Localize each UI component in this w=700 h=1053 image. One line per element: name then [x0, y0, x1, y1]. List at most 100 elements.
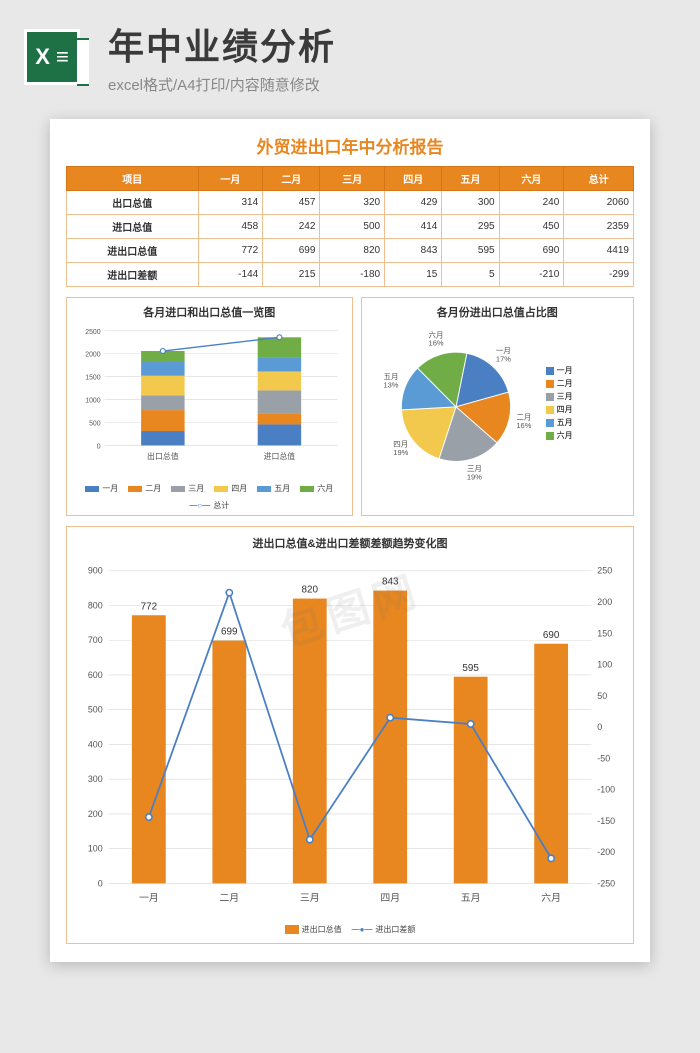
table-row: 进出口差额-144215-180155-210-299	[67, 263, 634, 287]
svg-text:200: 200	[597, 597, 612, 607]
combo-legend: 进出口总值—●— 进出口差额	[73, 924, 627, 935]
svg-text:595: 595	[462, 663, 479, 674]
svg-text:1000: 1000	[85, 398, 101, 405]
legend-item: 六月	[300, 483, 333, 494]
cell: 295	[442, 215, 499, 239]
svg-text:150: 150	[597, 628, 612, 638]
pie-chart: 各月份进出口总值占比图 一月17%二月16%三月19%四月19%五月13%六月1…	[361, 297, 634, 516]
legend-item: 四月	[546, 404, 573, 415]
stacked-chart-svg: 05001000150020002500出口总值进口总值	[71, 324, 348, 474]
cell: 414	[385, 215, 442, 239]
svg-text:843: 843	[382, 577, 399, 588]
report-title: 外贸进出口年中分析报告	[66, 133, 634, 158]
table-header: 项目	[67, 167, 199, 191]
header-bar: X ≡ 年中业绩分析 excel格式/A4打印/内容随意修改	[0, 0, 700, 107]
cell: -180	[320, 263, 385, 287]
cell: 820	[320, 239, 385, 263]
legend-item: 进出口总值	[285, 924, 342, 935]
legend-item: 三月	[171, 483, 204, 494]
svg-text:500: 500	[89, 420, 101, 427]
svg-text:772: 772	[141, 601, 157, 612]
table-row: 进口总值4582425004142954502359	[67, 215, 634, 239]
stacked-chart-title: 各月进口和出口总值一览图	[71, 304, 348, 320]
table-header: 总计	[564, 167, 634, 191]
legend-item: 六月	[546, 430, 573, 441]
svg-text:四月: 四月	[380, 892, 400, 904]
svg-text:100: 100	[597, 660, 612, 670]
legend-item: —○— 总计	[189, 500, 229, 511]
svg-text:-200: -200	[597, 847, 615, 857]
combo-chart: 进出口总值&进出口差额差额趋势变化图 0 100 200 300 400 500 600 70…	[66, 526, 634, 944]
excel-icon: X ≡	[24, 29, 80, 85]
legend-item: 一月	[546, 365, 573, 376]
cell: 240	[499, 191, 564, 215]
cell: 458	[198, 215, 263, 239]
cell: 242	[263, 215, 320, 239]
legend-item: 二月	[128, 483, 161, 494]
cell: 457	[263, 191, 320, 215]
combo-chart-title: 进出口总值&进出口差额差额趋势变化图	[73, 535, 627, 551]
svg-text:一月: 一月	[139, 892, 159, 904]
svg-text:19%: 19%	[466, 473, 481, 482]
cell: 2060	[564, 191, 634, 215]
svg-text:-250: -250	[597, 878, 615, 888]
combo-chart-svg: 0 100 200 300 400 500 600 700 800 900 -250 -200 -150…	[73, 555, 627, 915]
data-table: 项目一月二月三月四月五月六月总计 出口总值3144573204293002402…	[66, 166, 634, 287]
excel-icon-text: X ≡	[35, 44, 69, 70]
table-header: 三月	[320, 167, 385, 191]
svg-text:690: 690	[543, 630, 560, 641]
svg-text:500: 500	[88, 705, 103, 715]
svg-text:-100: -100	[597, 785, 615, 795]
legend-item: 五月	[546, 417, 573, 428]
cell: 320	[320, 191, 385, 215]
table-header: 一月	[198, 167, 263, 191]
cell: 699	[263, 239, 320, 263]
svg-text:700: 700	[88, 635, 103, 645]
cell: 300	[442, 191, 499, 215]
svg-text:0: 0	[98, 878, 103, 888]
svg-text:进口总值: 进口总值	[264, 451, 296, 461]
table-row: 出口总值3144573204293002402060	[67, 191, 634, 215]
legend-item: 四月	[214, 483, 247, 494]
svg-text:19%: 19%	[393, 448, 408, 457]
svg-text:300: 300	[88, 774, 103, 784]
table-header: 五月	[442, 167, 499, 191]
table-header: 四月	[385, 167, 442, 191]
svg-text:-50: -50	[597, 753, 610, 763]
cell: 5	[442, 263, 499, 287]
svg-text:600: 600	[88, 670, 103, 680]
svg-text:100: 100	[88, 844, 103, 854]
cell: 595	[442, 239, 499, 263]
cell: 843	[385, 239, 442, 263]
cell: 4419	[564, 239, 634, 263]
cell: 215	[263, 263, 320, 287]
svg-text:820: 820	[302, 585, 319, 596]
report-page: 包图网 外贸进出口年中分析报告 项目一月二月三月四月五月六月总计 出口总值314…	[50, 119, 650, 962]
svg-text:三月: 三月	[300, 892, 320, 904]
pie-chart-svg: 一月17%二月16%三月19%四月19%五月13%六月16%	[366, 324, 546, 484]
legend-item: 五月	[257, 483, 290, 494]
svg-text:250: 250	[597, 566, 612, 576]
cell: -144	[198, 263, 263, 287]
pie-chart-title: 各月份进出口总值占比图	[366, 304, 629, 320]
svg-text:1500: 1500	[85, 375, 101, 382]
cell: 450	[499, 215, 564, 239]
svg-text:200: 200	[88, 809, 103, 819]
legend-item: 三月	[546, 391, 573, 402]
table-row: 进出口总值7726998208435956904419	[67, 239, 634, 263]
cell: 429	[385, 191, 442, 215]
table-header: 六月	[499, 167, 564, 191]
svg-text:800: 800	[88, 600, 103, 610]
svg-text:六月: 六月	[541, 892, 561, 904]
svg-text:699: 699	[221, 627, 238, 638]
svg-text:13%: 13%	[383, 380, 398, 389]
stacked-legend: 一月二月三月四月五月六月—○— 总计	[71, 483, 348, 511]
table-header: 二月	[263, 167, 320, 191]
svg-text:900: 900	[88, 566, 103, 576]
svg-text:0: 0	[97, 443, 101, 450]
svg-text:400: 400	[88, 739, 103, 749]
cell: 2359	[564, 215, 634, 239]
svg-text:-150: -150	[597, 816, 615, 826]
svg-text:二月: 二月	[219, 892, 239, 904]
cell: 500	[320, 215, 385, 239]
